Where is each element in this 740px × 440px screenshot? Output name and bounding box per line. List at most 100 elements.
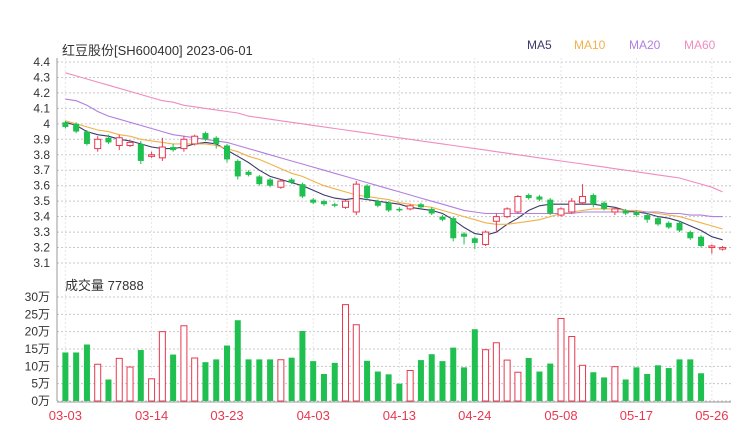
candle-body-down (320, 201, 327, 205)
volume-bar-down (288, 357, 295, 401)
volume-bar-down (622, 379, 629, 401)
candle-body-up (115, 137, 123, 146)
legend-ma20[interactable]: MA20 (629, 38, 661, 52)
candle-body-up (492, 216, 500, 222)
x-tick-label: 04-24 (458, 408, 491, 423)
volume-bar-down (654, 365, 661, 401)
price-y-tick-label: 4.3 (33, 70, 50, 84)
candle-body-down (213, 137, 220, 144)
candle-body-down (234, 160, 241, 177)
candle-body-down (83, 131, 90, 144)
candle-body-down (73, 123, 80, 132)
candle-body-down (417, 204, 424, 208)
volume-bar-down (601, 377, 608, 401)
volume-bar-down (62, 352, 69, 401)
legend-ma10[interactable]: MA10 (574, 38, 606, 52)
candle-body-up (568, 200, 576, 213)
candle-body-down (622, 210, 629, 214)
candle-body-down (288, 179, 295, 183)
volume-bar-down (364, 360, 371, 401)
candle-body-down (461, 233, 468, 237)
volume-bar-down (202, 362, 209, 401)
candle-body-down (698, 236, 705, 246)
candle-body-up (579, 196, 587, 204)
volume-bar-up (352, 324, 360, 402)
candle-body-up (352, 183, 360, 213)
x-tick-label: 05-08 (544, 408, 577, 423)
x-tick-label: 04-13 (383, 408, 416, 423)
volume-bar-down (299, 330, 306, 401)
candle-body-down (105, 137, 112, 143)
volume-bar-down (331, 362, 338, 401)
volume-title: 成交量 77888 (65, 278, 144, 293)
candle-body-down (62, 122, 69, 127)
ma-line-ma5 (65, 121, 723, 241)
volume-bar-down (224, 345, 230, 401)
candle-body-up (708, 245, 716, 249)
legend-ma60[interactable]: MA60 (684, 38, 716, 52)
candle-body-up (503, 208, 511, 218)
candle-body-down (439, 216, 446, 220)
volume-bar-up (158, 331, 166, 402)
candle-body-up (719, 247, 727, 250)
candle-body-up (514, 196, 522, 213)
candle-body-down (687, 232, 694, 239)
price-y-tick-label: 3.6 (33, 179, 50, 193)
volume-bar-down (698, 373, 705, 401)
volume-bar-down (234, 320, 241, 401)
price-y-tick-label: 4.1 (33, 101, 50, 115)
volume-bar-down (428, 354, 435, 401)
volume-bar-down (590, 372, 597, 401)
volume-bar-down (417, 360, 424, 401)
volume-bar-up (342, 304, 350, 402)
volume-bar-down (83, 344, 90, 401)
volume-bar-up (406, 369, 414, 402)
volume-bar-up (94, 363, 102, 402)
volume-bar-down (665, 368, 672, 401)
legend-ma5[interactable]: MA5 (527, 38, 552, 52)
candle-body-down (590, 194, 597, 205)
candle-body-down (224, 145, 230, 160)
price-y-tick-label: 4.4 (33, 55, 50, 69)
volume-bar-up (126, 366, 134, 402)
volume-bar-up (482, 349, 490, 402)
x-tick-label: 03-03 (49, 408, 82, 423)
candle-body-up (191, 135, 199, 145)
candle-body-up (277, 180, 285, 188)
volume-bar-up (115, 357, 123, 402)
price-y-tick-label: 3.3 (33, 225, 50, 239)
chart-title: 红豆股份[SH600400] 2023-06-01 (62, 43, 253, 58)
volume-bar-down (374, 371, 381, 401)
volume-bar-down (105, 379, 112, 401)
candle-body-down (267, 179, 274, 186)
volume-bar-down (471, 329, 478, 401)
price-y-tick-label: 4.2 (33, 86, 50, 100)
price-y-tick-label: 3.9 (33, 132, 50, 146)
volume-bar-down (633, 367, 640, 401)
candle-body-up (180, 138, 188, 150)
price-y-tick-label: 4 (43, 117, 50, 131)
volume-bar-down (213, 359, 220, 401)
candle-body-down (547, 199, 554, 214)
price-y-tick-label: 3.5 (33, 194, 50, 208)
volume-bar-up (191, 357, 199, 402)
candle-body-down (202, 133, 209, 140)
volume-bar-down (385, 374, 392, 401)
candle-body-down (471, 238, 478, 243)
price-y-tick-label: 3.2 (33, 241, 50, 255)
candle-body-down (331, 204, 338, 206)
volume-y-tick-label: 20万 (25, 325, 50, 339)
candle-body-down (525, 194, 532, 199)
volume-bar-down (547, 363, 554, 401)
candle-body-down (601, 202, 608, 209)
price-y-tick-label: 3.4 (33, 210, 50, 224)
candle-body-down (536, 196, 543, 200)
candle-body-up (406, 205, 414, 210)
volume-y-tick-label: 0万 (31, 394, 50, 408)
volume-bar-down (170, 354, 177, 401)
candle-body-down (654, 218, 661, 225)
candle-body-down (428, 208, 435, 214)
candle-body-up (557, 208, 565, 216)
volume-y-tick-label: 10万 (25, 359, 50, 373)
